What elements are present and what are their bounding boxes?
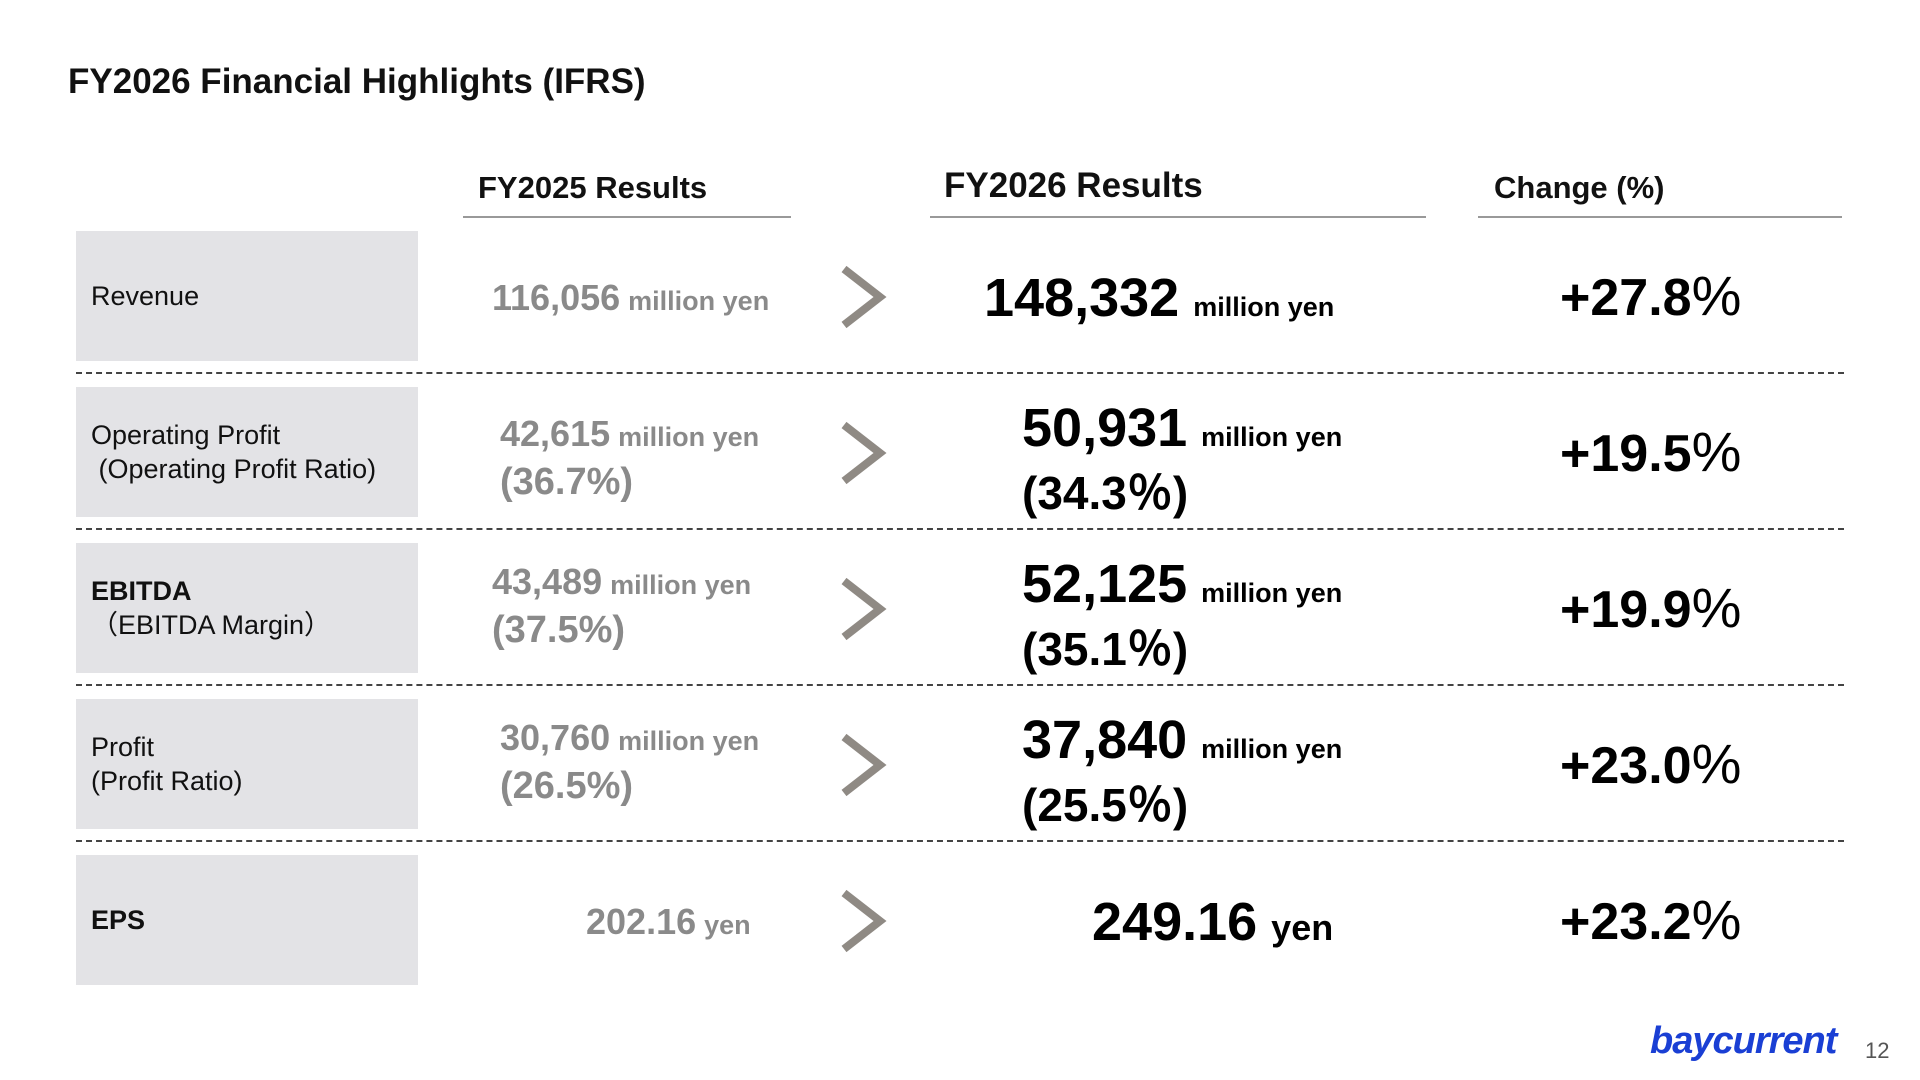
row-label: EPS xyxy=(91,903,145,937)
fy2026-number: 148,332 xyxy=(984,268,1180,328)
fy2026-value: 52,125 million yen (35.1％) xyxy=(1022,553,1342,679)
change-percent-sign: % xyxy=(1691,264,1742,327)
row-label-line2: （EBITDA Margin） xyxy=(91,610,332,640)
fy2026-value: 249.16 yen xyxy=(1092,891,1333,953)
column-header-fy2026: FY2026 Results xyxy=(944,166,1203,205)
column-header-fy2025: FY2025 Results xyxy=(478,170,708,205)
change-value: +23.0% xyxy=(1560,731,1741,796)
row-label-line1: Operating Profit xyxy=(91,420,281,450)
fy2026-unit: million yen xyxy=(1201,578,1343,608)
fy2026-unit: million yen xyxy=(1201,422,1343,452)
fy2026-number: 50,931 xyxy=(1022,398,1188,458)
fy2025-number: 30,760 xyxy=(500,717,611,758)
change-percent-sign: % xyxy=(1691,576,1742,639)
fy2026-unit: million yen xyxy=(1201,734,1343,764)
fy2025-value: 43,489 million yen (37.5%) xyxy=(492,561,751,652)
fy2025-number: 42,615 xyxy=(500,413,611,454)
row-label-box: EPS xyxy=(76,855,418,985)
fy2025-number: 116,056 xyxy=(492,277,621,318)
table-row-operating-profit: Operating Profit (Operating Profit Ratio… xyxy=(0,387,1920,519)
change-value: +23.2% xyxy=(1560,887,1741,952)
fy2026-value: 148,332 million yen xyxy=(984,267,1334,329)
change-number: +23.0 xyxy=(1560,737,1692,795)
fy2025-unit: million yen xyxy=(628,286,770,316)
fy2026-ratio: (25.5％) xyxy=(1022,779,1189,831)
row-label-box: EBITDA （EBITDA Margin） xyxy=(76,543,418,673)
row-label: Revenue xyxy=(91,279,199,313)
change-number: +19.5 xyxy=(1560,425,1692,483)
column-header-change: Change (%) xyxy=(1494,170,1665,205)
row-label: Profit (Profit Ratio) xyxy=(91,730,243,798)
change-number: +27.8 xyxy=(1560,269,1692,327)
fy2026-number: 249.16 xyxy=(1092,892,1258,952)
row-divider xyxy=(76,372,1844,374)
fy2026-ratio: (35.1％) xyxy=(1022,623,1189,675)
chevron-right-icon xyxy=(841,889,887,953)
fy2025-number: 43,489 xyxy=(492,561,603,602)
fy2025-unit: million yen xyxy=(618,422,760,452)
change-value: +27.8% xyxy=(1560,263,1741,328)
fy2026-unit: yen xyxy=(1271,907,1334,948)
fy2025-value: 202.16 yen xyxy=(586,901,751,943)
chevron-right-icon xyxy=(841,577,887,641)
fy2025-number: 202.16 xyxy=(586,901,697,942)
row-label-line1: EBITDA xyxy=(91,576,192,606)
row-label: EBITDA （EBITDA Margin） xyxy=(91,574,331,642)
row-divider xyxy=(76,840,1844,842)
change-value: +19.5% xyxy=(1560,419,1741,484)
row-divider xyxy=(76,528,1844,530)
table-row-revenue: Revenue 116,056 million yen 148,332 millio… xyxy=(0,231,1920,361)
row-label-line2: (Profit Ratio) xyxy=(91,766,243,796)
table-row-eps: EPS 202.16 yen 249.16 yen +23.2% xyxy=(0,855,1920,985)
fy2026-number: 37,840 xyxy=(1022,710,1188,770)
row-label: Operating Profit (Operating Profit Ratio… xyxy=(91,418,376,486)
fy2026-unit: million yen xyxy=(1193,292,1335,322)
table-row-profit: Profit (Profit Ratio) 30,760 million yen … xyxy=(0,699,1920,831)
table-row-ebitda: EBITDA （EBITDA Margin） 43,489 million yen… xyxy=(0,543,1920,675)
change-value: +19.9% xyxy=(1560,575,1741,640)
column-header-underline xyxy=(1478,216,1842,218)
row-label-line2: (Operating Profit Ratio) xyxy=(91,454,377,484)
column-header-underline xyxy=(930,216,1426,218)
fy2025-ratio: (36.7%) xyxy=(500,461,634,503)
row-label-box: Revenue xyxy=(76,231,418,361)
change-percent-sign: % xyxy=(1691,888,1742,951)
chevron-right-icon xyxy=(841,265,887,329)
change-number: +19.9 xyxy=(1560,581,1692,639)
fy2025-unit: million yen xyxy=(610,570,752,600)
page-title: FY2026 Financial Highlights (IFRS) xyxy=(68,62,646,101)
fy2025-value: 30,760 million yen (26.5%) xyxy=(500,717,759,808)
row-divider xyxy=(76,684,1844,686)
change-percent-sign: % xyxy=(1691,420,1742,483)
page-number: 12 xyxy=(1865,1038,1890,1063)
fy2025-value: 42,615 million yen (36.7%) xyxy=(500,413,759,504)
fy2026-ratio: (34.3％) xyxy=(1022,467,1189,519)
fy2026-value: 37,840 million yen (25.5％) xyxy=(1022,709,1342,835)
fy2025-unit: million yen xyxy=(618,726,760,756)
row-label-line1: Revenue xyxy=(91,281,200,311)
change-percent-sign: % xyxy=(1691,732,1742,795)
column-header-underline xyxy=(463,216,791,218)
fy2025-unit: yen xyxy=(704,910,751,940)
row-label-box: Operating Profit (Operating Profit Ratio… xyxy=(76,387,418,517)
row-label-box: Profit (Profit Ratio) xyxy=(76,699,418,829)
chevron-right-icon xyxy=(841,733,887,797)
change-number: +23.2 xyxy=(1560,893,1692,951)
chevron-right-icon xyxy=(841,421,887,485)
fy2025-value: 116,056 million yen xyxy=(492,277,769,319)
row-label-line1: Profit xyxy=(91,732,155,762)
fy2026-number: 52,125 xyxy=(1022,554,1188,614)
fy2026-value: 50,931 million yen (34.3％) xyxy=(1022,397,1342,523)
company-logo: baycurrent xyxy=(1650,1020,1837,1062)
fy2025-ratio: (26.5%) xyxy=(500,765,634,807)
fy2025-ratio: (37.5%) xyxy=(492,609,626,651)
row-label-line1: EPS xyxy=(91,905,146,935)
